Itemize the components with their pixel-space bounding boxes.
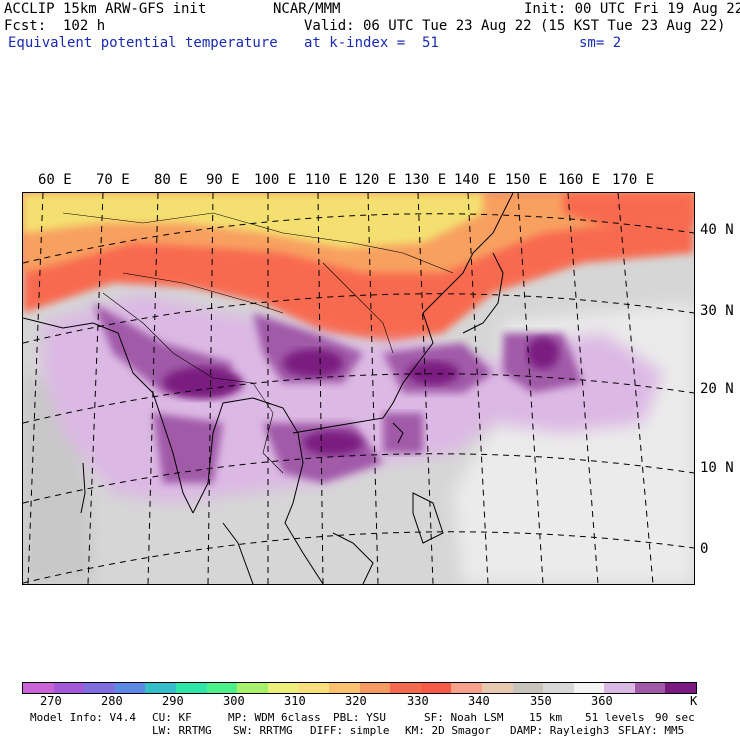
sw-scheme: SW: RRTMG <box>233 724 293 737</box>
lat-label: 40 N <box>700 222 734 238</box>
colorbar-swatch <box>451 683 482 693</box>
valid-time: Valid: 06 UTC Tue 23 Aug 22 (15 KST Tue … <box>304 18 726 34</box>
colorbar-label: 290 <box>162 694 184 708</box>
colorbar-label: 330 <box>407 694 429 708</box>
lon-label: 150 E <box>505 172 548 188</box>
colorbar-swatch <box>53 683 85 693</box>
colorbar-swatch <box>175 683 207 693</box>
model-info: Model Info: V4.4 <box>30 711 136 724</box>
field-name: Equivalent potential temperature <box>8 35 278 51</box>
dark-purple-core <box>283 349 343 377</box>
dark-purple-core <box>163 367 243 399</box>
model-title: ACCLIP 15km ARW-GFS init <box>4 1 207 17</box>
km-scheme: KM: 2D Smagor <box>405 724 492 737</box>
colorbar-unit: K <box>690 694 698 708</box>
coastlines <box>23 193 514 584</box>
lon-label: 60 E <box>38 172 72 188</box>
colorbar-swatch <box>512 683 544 693</box>
colorbar-label: 310 <box>284 694 306 708</box>
colorbar-swatch <box>114 683 146 693</box>
colorbar-swatch <box>23 683 54 693</box>
colorbar-swatch <box>84 683 115 693</box>
lat-label: 30 N <box>700 303 734 319</box>
smoothing-label: sm= 2 <box>579 35 622 51</box>
init-time: Init: 00 UTC Fri 19 Aug 22 <box>524 1 740 17</box>
colorbar-label: 360 <box>591 694 613 708</box>
vertical-levels: 51 levels <box>585 711 645 724</box>
lon-label: 170 E <box>612 172 655 188</box>
colorbar-swatch <box>604 683 635 693</box>
colorbar-swatch <box>267 683 299 693</box>
dark-purple-core <box>303 431 363 455</box>
colorbar-swatch <box>420 683 452 693</box>
colorbar-label: 350 <box>530 694 552 708</box>
org-label: NCAR/MMM <box>273 1 341 17</box>
lat-label: 0 <box>700 541 709 557</box>
mp-scheme: MP: WDM 6class <box>228 711 321 724</box>
colorbar-swatch <box>665 683 697 693</box>
colorbar-swatch <box>298 683 329 693</box>
map-panel <box>22 192 695 585</box>
colorbar-swatch <box>573 683 605 693</box>
colorbar-swatch <box>390 683 421 693</box>
colorbar-label: 270 <box>40 694 62 708</box>
lon-label: 130 E <box>404 172 447 188</box>
lon-label: 70 E <box>96 172 130 188</box>
colorbar-swatch <box>237 683 268 693</box>
theta-e-map <box>23 193 694 584</box>
lw-scheme: LW: RRTMG <box>152 724 212 737</box>
diff-scheme: DIFF: simple <box>310 724 390 737</box>
lon-label: 80 E <box>154 172 188 188</box>
forecast-hour: Fcst: 102 h <box>4 18 106 34</box>
lon-label: 140 E <box>454 172 497 188</box>
colorbar <box>22 682 697 694</box>
colorbar-swatch <box>481 683 513 693</box>
lat-label: 10 N <box>700 460 734 476</box>
dark-purple-core <box>407 361 459 385</box>
sf-scheme: SF: Noah LSM <box>424 711 504 724</box>
colorbar-swatch <box>206 683 238 693</box>
colorbar-label: 280 <box>101 694 123 708</box>
timestep: 90 sec <box>655 711 695 724</box>
northeast-red <box>563 193 694 233</box>
damp-scheme: DAMP: Rayleigh3 <box>510 724 610 737</box>
lon-label: 90 E <box>206 172 240 188</box>
colorbar-label: 300 <box>223 694 245 708</box>
colorbar-label: 340 <box>468 694 490 708</box>
level-label: at k-index = 51 <box>304 35 439 51</box>
lon-label: 120 E <box>354 172 397 188</box>
lon-label: 100 E <box>254 172 297 188</box>
colorbar-swatch <box>145 683 176 693</box>
colorbar-label: 320 <box>345 694 367 708</box>
sflay-scheme: SFLAY: MM5 <box>618 724 685 737</box>
resolution: 15 km <box>529 711 563 724</box>
colorbar-swatch <box>543 683 574 693</box>
dark-purple-core <box>527 337 559 369</box>
lat-label: 20 N <box>700 381 734 397</box>
lon-label: 110 E <box>305 172 348 188</box>
purple-patch <box>153 413 223 483</box>
colorbar-swatch <box>328 683 360 693</box>
cu-scheme: CU: KF <box>152 711 192 724</box>
lon-label: 160 E <box>558 172 601 188</box>
colorbar-swatch <box>359 683 391 693</box>
pbl-scheme: PBL: YSU <box>333 711 386 724</box>
colorbar-swatch <box>634 683 666 693</box>
